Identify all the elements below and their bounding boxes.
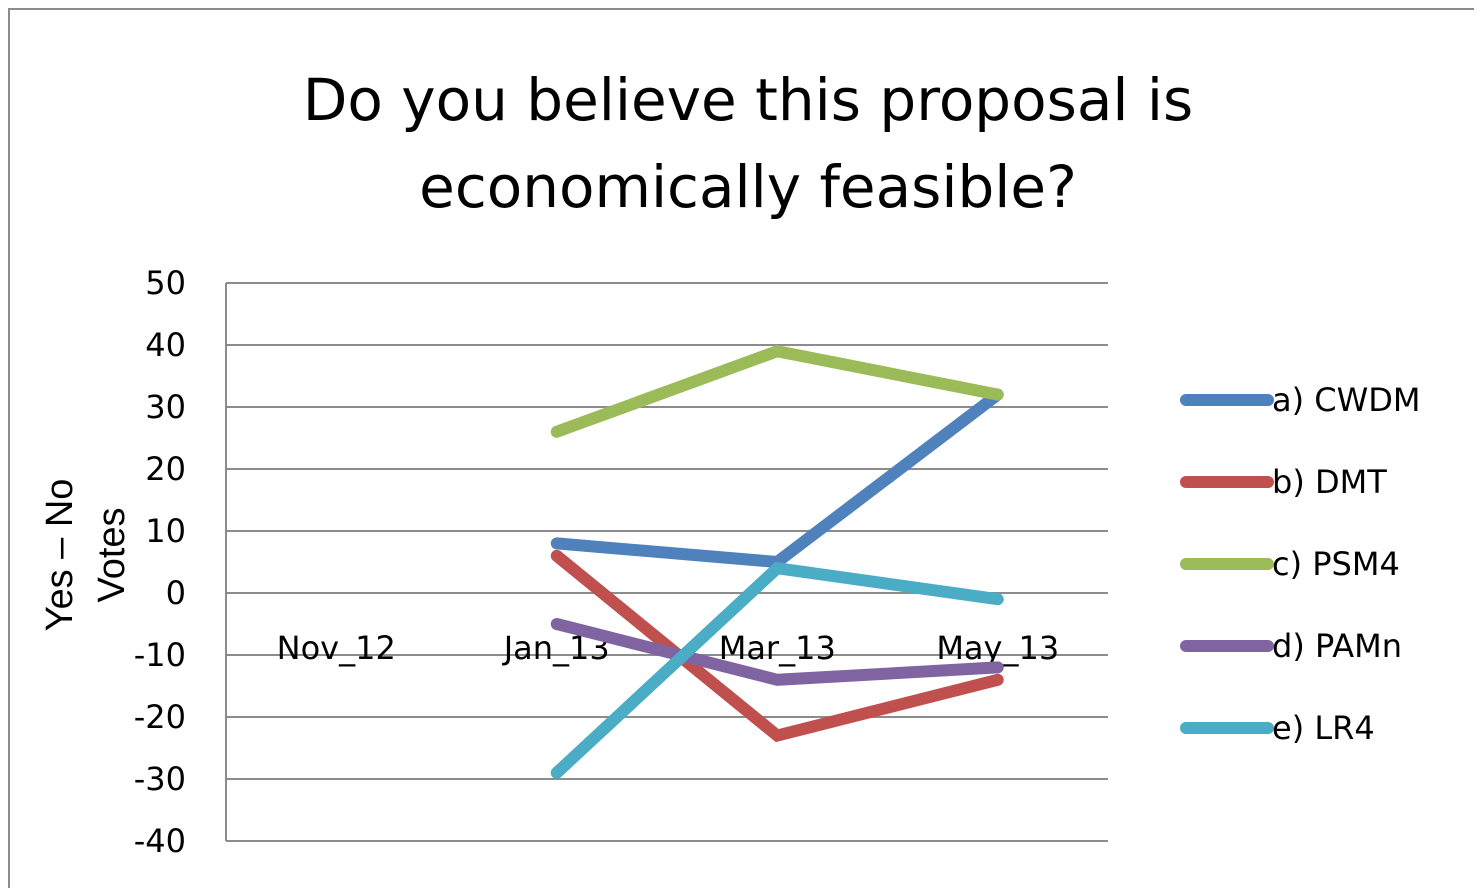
y-tick-label-1: 40	[145, 326, 186, 364]
y-tick-label-0: 50	[145, 264, 186, 302]
legend-label-3: d) PAMn	[1272, 627, 1402, 665]
x-tick-label-2: Mar_13	[719, 629, 836, 667]
chart-title-line-1: Do you believe this proposal is	[303, 66, 1194, 134]
series-line-0	[550, 388, 1004, 569]
legend-label-2: c) PSM4	[1272, 545, 1400, 583]
legend-label-1: b) DMT	[1272, 463, 1387, 501]
y-tick-label-5: 0	[166, 574, 186, 612]
x-tick-labels: Nov_12 Jan_13 Mar_13 May_13	[277, 629, 1060, 667]
series-lines	[550, 344, 1004, 779]
series-line-3	[550, 618, 1004, 686]
y-tick-label-2: 30	[145, 388, 186, 426]
series-line-4	[550, 561, 1004, 779]
chart-frame	[8, 8, 1474, 888]
legend-item-2: c) PSM4	[1180, 545, 1400, 583]
legend-item-4: e) LR4	[1180, 709, 1375, 747]
chart-title-line-2: economically feasible?	[419, 153, 1077, 221]
legend-item-0: a) CWDM	[1180, 381, 1421, 419]
y-tick-label-3: 20	[145, 450, 186, 488]
y-tick-label-8: -30	[134, 760, 186, 798]
x-tick-label-3: May_13	[936, 629, 1059, 667]
legend-label-0: a) CWDM	[1272, 381, 1421, 419]
y-axis-label: Yes – No Votes	[39, 479, 133, 632]
y-tick-label-9: -40	[134, 822, 186, 860]
y-axis-label-line-2: Votes	[91, 507, 133, 602]
gridlines	[226, 282, 1108, 842]
legend: a) CWDM b) DMT c) PSM4 d) PAMn e) LR4	[1180, 381, 1421, 747]
y-tick-label-4: 10	[145, 512, 186, 550]
legend-label-4: e) LR4	[1272, 709, 1375, 747]
y-axis-label-line-1: Yes – No	[39, 479, 81, 632]
legend-item-3: d) PAMn	[1180, 627, 1402, 665]
chart-title: Do you believe this proposal is economic…	[303, 66, 1194, 221]
legend-item-1: b) DMT	[1180, 463, 1387, 501]
y-tick-labels: 50 40 30 20 10 0 -10 -20 -30 -40	[134, 264, 186, 860]
series-line-1	[550, 549, 1004, 743]
y-tick-label-6: -10	[134, 636, 186, 674]
axes	[225, 283, 1108, 841]
series-line-2	[550, 344, 1004, 438]
x-tick-label-0: Nov_12	[277, 629, 396, 667]
y-tick-label-7: -20	[134, 698, 186, 736]
